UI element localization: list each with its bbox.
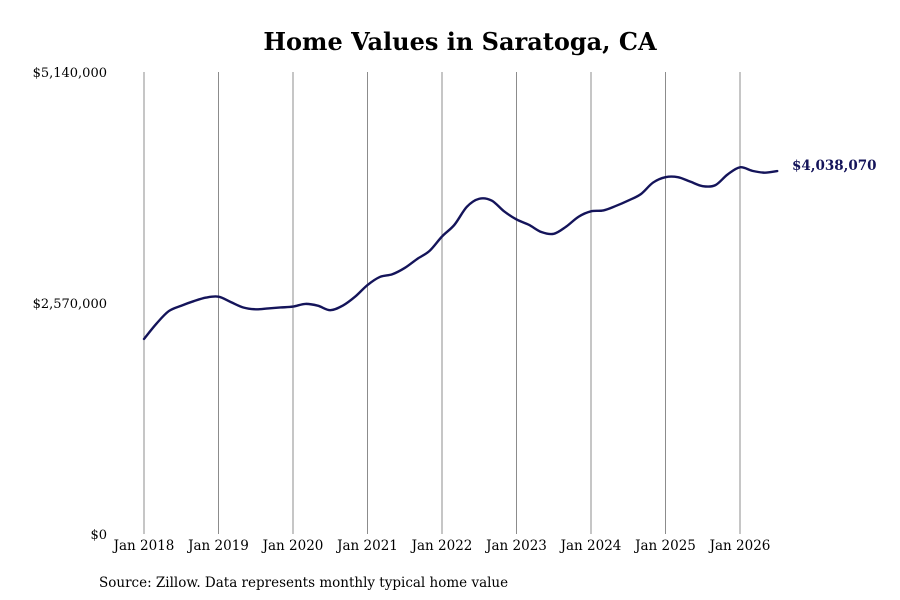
grid-lines xyxy=(143,72,741,534)
x-tick-label: Jan 2024 xyxy=(559,538,622,554)
x-tick-label: Jan 2019 xyxy=(186,538,249,554)
x-tick-label: Jan 2020 xyxy=(261,538,324,554)
y-tick-label: $5,140,000 xyxy=(33,66,107,81)
source-note: Source: Zillow. Data represents monthly … xyxy=(99,575,508,591)
x-axis-ticks: Jan 2018 Jan 2019 Jan 2020 Jan 2021 Jan 2022… xyxy=(112,538,771,554)
y-tick-label: $0 xyxy=(90,528,107,543)
series-line xyxy=(142,166,779,341)
x-tick-label: Jan 2023 xyxy=(484,538,547,554)
x-tick-label: Jan 2021 xyxy=(335,538,398,554)
x-tick-label: Jan 2026 xyxy=(708,538,771,554)
x-tick-label: Jan 2025 xyxy=(633,538,696,554)
latest-value-label: $4,038,070 xyxy=(792,158,877,174)
x-tick-label: Jan 2018 xyxy=(112,538,175,554)
y-tick-label: $2,570,000 xyxy=(33,297,107,312)
y-axis-ticks: $0 $2,570,000 $5,140,000 xyxy=(33,66,107,543)
chart-title: Home Values in Saratoga, CA xyxy=(263,27,657,56)
x-tick-label: Jan 2022 xyxy=(410,538,473,554)
